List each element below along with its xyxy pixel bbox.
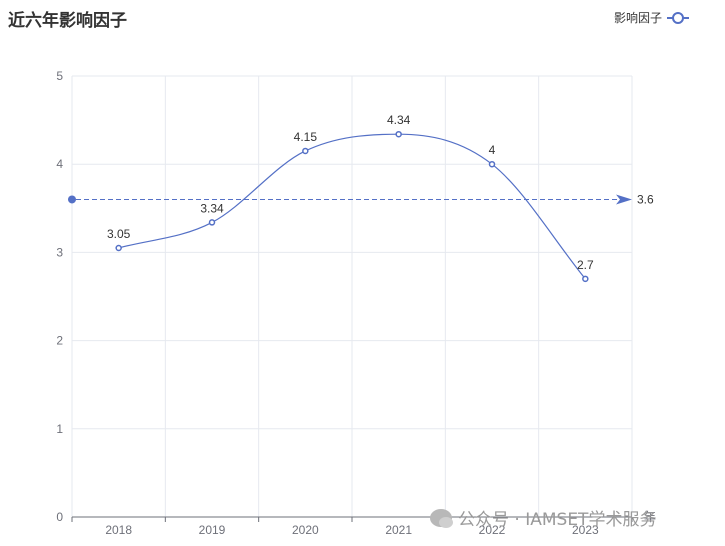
chart-legend[interactable]: 影响因子 [614, 9, 690, 26]
watermark: 公众号 · IAMSET学术服务 [430, 505, 656, 530]
watermark-text: 公众号 · IAMSET学术服务 [458, 510, 657, 530]
wechat-icon [430, 508, 453, 528]
chart-title: 近六年影响因子 [8, 11, 127, 31]
average-line-label: 3.6 [637, 192, 654, 206]
x-axis-name: 年 [644, 510, 656, 524]
data-label: 3.05 [107, 227, 131, 241]
y-tick-label: 3 [56, 245, 63, 259]
average-line-start [68, 195, 76, 204]
data-label: 2.7 [577, 258, 594, 272]
y-tick-label: 1 [56, 422, 63, 436]
y-tick-label: 5 [56, 69, 63, 83]
data-point [395, 130, 402, 138]
data-point [208, 219, 216, 226]
data-point [302, 147, 309, 155]
data-point [115, 244, 122, 252]
average-line-arrow [616, 194, 632, 205]
y-tick-label: 4 [56, 157, 63, 171]
x-tick-label: 2023 [572, 523, 599, 537]
legend-line-icon [667, 11, 690, 24]
x-tick-label: 2022 [479, 523, 506, 537]
y-tick-label: 0 [56, 510, 63, 524]
data-label: 4 [489, 143, 496, 157]
y-tick-label: 2 [56, 334, 63, 348]
data-label: 4.34 [387, 113, 411, 127]
legend-label: 影响因子 [614, 11, 663, 25]
x-tick-label: 2021 [385, 523, 412, 537]
data-label: 4.15 [294, 130, 318, 144]
x-tick-label: 2019 [199, 523, 226, 537]
x-tick-label: 2018 [105, 523, 132, 537]
x-tick-label: 2020 [292, 523, 319, 537]
data-point [488, 160, 496, 168]
data-point [582, 275, 589, 283]
data-label: 3.34 [200, 201, 224, 215]
